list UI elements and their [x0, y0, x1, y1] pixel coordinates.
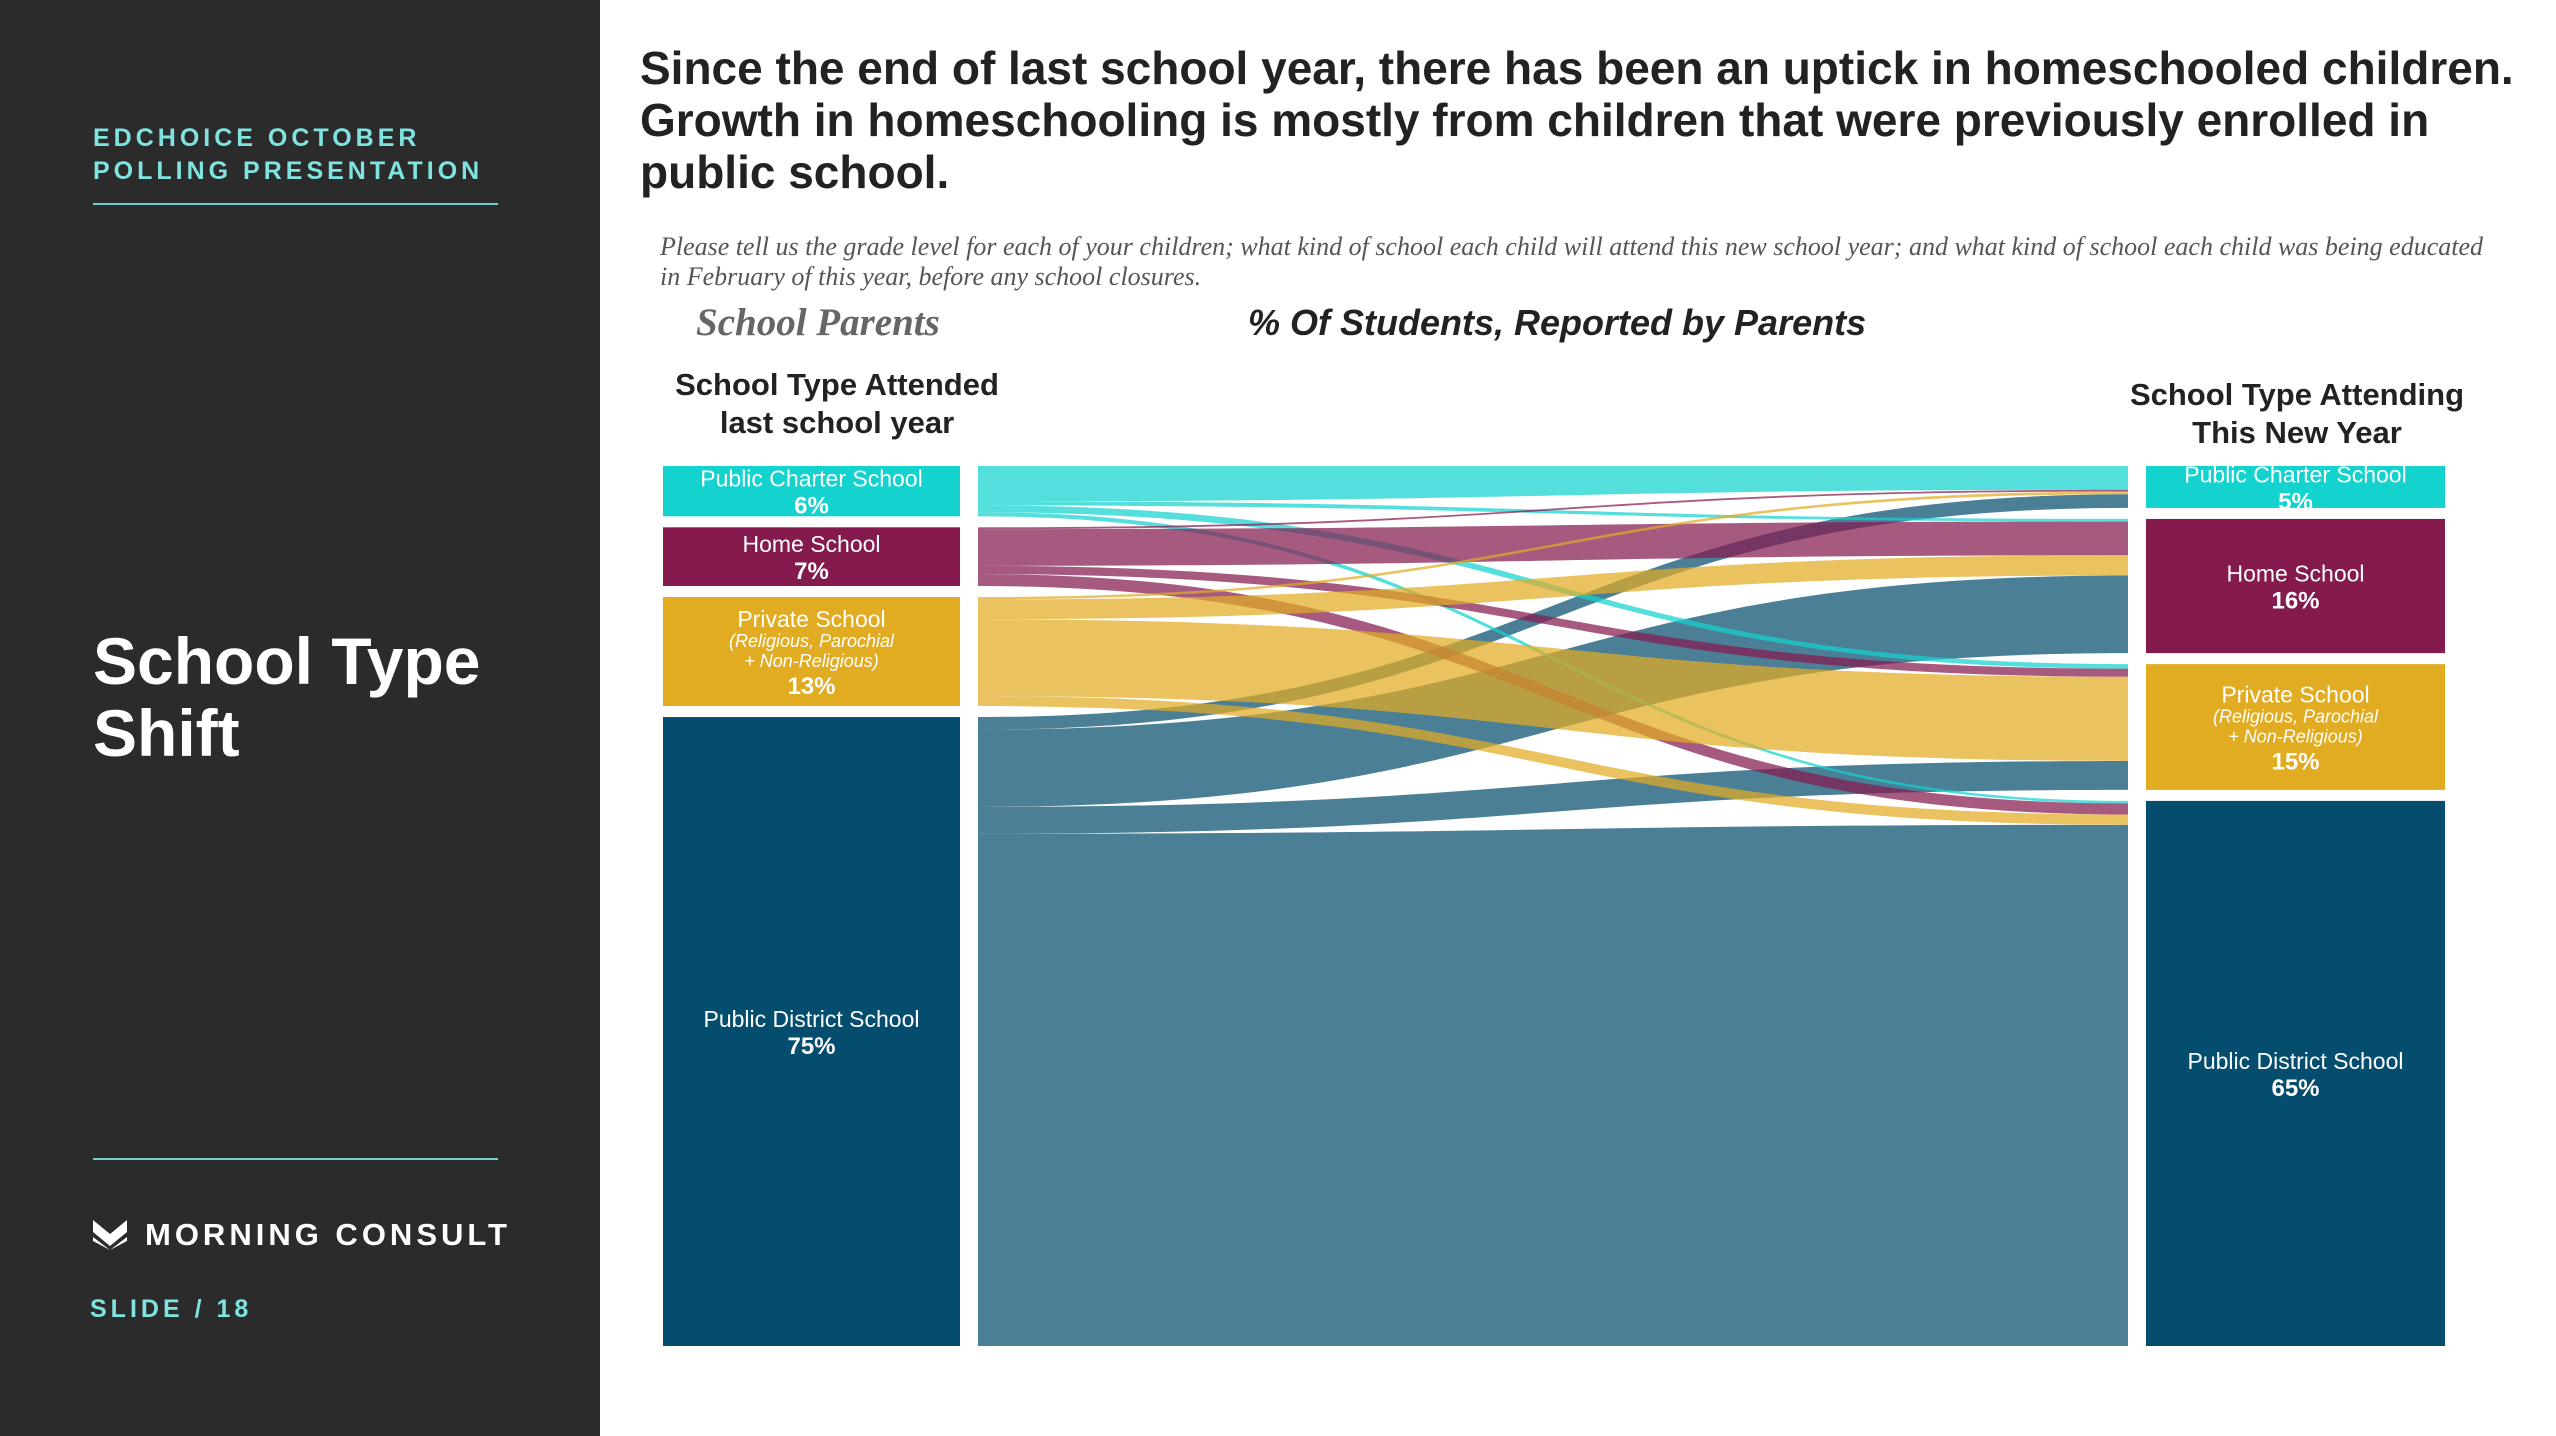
right-node-private — [2146, 664, 2445, 790]
audience-label: School Parents — [696, 301, 940, 344]
flow-home-to-charter — [978, 489, 2128, 530]
brand-name: MORNING CONSULT — [145, 1217, 511, 1252]
right-label-charter-1: 5% — [2278, 488, 2313, 515]
right-label-district-0: Public District School — [2187, 1048, 2403, 1074]
left-node-charter — [663, 466, 960, 517]
flow-charter-to-home — [978, 501, 2128, 522]
left-label-private-1: (Religious, Parochial — [729, 631, 895, 651]
flow-private-to-private — [978, 619, 2128, 761]
right-node-home — [2146, 518, 2445, 654]
right-label-private-0: Private School — [2221, 681, 2369, 707]
flow-layer — [978, 466, 2128, 1346]
left-label-home-0: Home School — [742, 531, 880, 557]
left-label-home-1: 7% — [794, 558, 829, 585]
headline: Since the end of last school year, there… — [640, 42, 2514, 198]
flow-district-to-charter — [978, 494, 2128, 730]
left-label-district-1: 75% — [787, 1033, 835, 1060]
chart-title: % Of Students, Reported by Parents — [1248, 302, 1867, 343]
deck-title-line1: EDCHOICE OCTOBER — [93, 124, 421, 152]
left-node-home — [663, 527, 960, 587]
morning-consult-logo-icon — [93, 1220, 127, 1250]
right-label-charter-0: Public Charter School — [2184, 461, 2406, 487]
left-label-charter-1: 6% — [794, 492, 829, 519]
survey-question: Please tell us the grade level for each … — [660, 232, 2484, 291]
left-label-charter-0: Public Charter School — [700, 466, 922, 492]
left-label-district-0: Public District School — [703, 1006, 919, 1032]
right-label-district-1: 65% — [2271, 1075, 2319, 1102]
sidebar: EDCHOICE OCTOBER POLLING PRESENTATION Sc… — [0, 0, 600, 1436]
right-label-private-1: (Religious, Parochial — [2213, 706, 2379, 726]
right-node-district — [2146, 800, 2445, 1346]
left-node-private — [663, 597, 960, 707]
flow-district-to-district — [978, 824, 2128, 1346]
left-column-header: School Type Attended last school year — [675, 367, 999, 440]
brand: MORNING CONSULT — [93, 1217, 511, 1253]
divider-bottom — [93, 1158, 498, 1160]
right-column-header: School Type Attending This New Year — [2129, 377, 2465, 450]
left-label-private-2: + Non-Religious) — [744, 651, 879, 671]
deck-title: EDCHOICE OCTOBER POLLING PRESENTATION — [93, 122, 483, 188]
slide-number: SLIDE / 18 — [90, 1295, 253, 1323]
right-label-home-1: 16% — [2271, 587, 2319, 614]
right-node-charter — [2146, 466, 2445, 508]
deck-title-line2: POLLING PRESENTATION — [93, 157, 484, 185]
flow-private-to-district — [978, 696, 2128, 825]
flow-home-to-private — [978, 565, 2128, 677]
right-label-private-3: 15% — [2271, 748, 2319, 775]
flow-charter-to-charter — [978, 466, 2128, 502]
right-label-home-0: Home School — [2226, 560, 2364, 586]
section-title: School Type Shift — [93, 624, 481, 770]
left-label-private-0: Private School — [737, 606, 885, 632]
left-label-private-3: 13% — [787, 673, 835, 700]
right-label-private-2: + Non-Religious) — [2228, 727, 2363, 747]
flow-district-to-private — [978, 760, 2128, 834]
flow-home-to-home — [978, 521, 2128, 566]
flow-private-to-home — [978, 555, 2128, 620]
left-node-district — [663, 717, 960, 1346]
divider-top — [93, 203, 498, 205]
flow-private-to-charter — [978, 491, 2128, 600]
